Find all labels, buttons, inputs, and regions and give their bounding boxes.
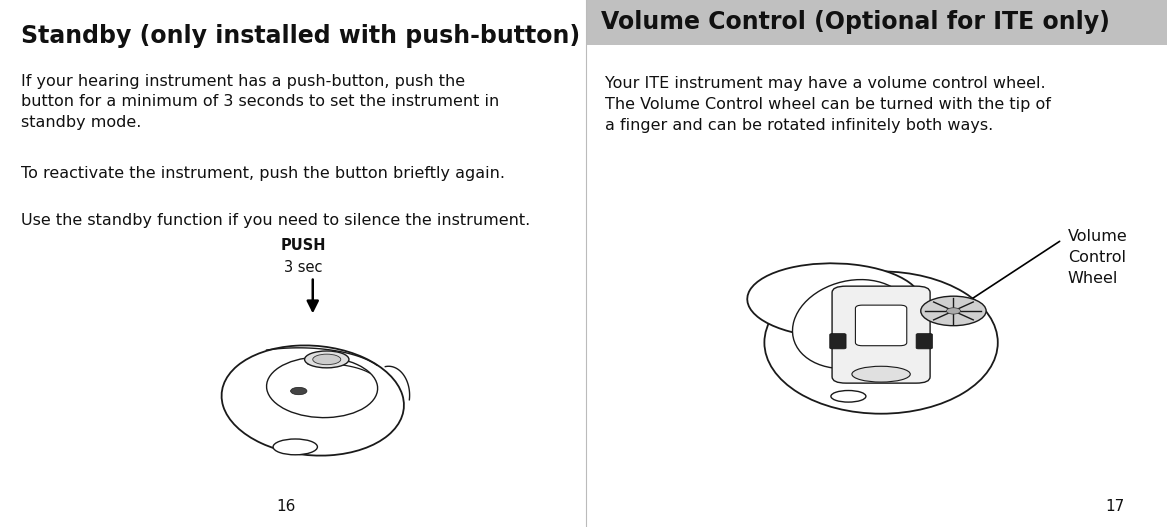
Circle shape	[921, 296, 986, 326]
Ellipse shape	[273, 439, 317, 455]
Text: Your ITE instrument may have a volume control wheel.
The Volume Control wheel ca: Your ITE instrument may have a volume co…	[605, 76, 1050, 133]
Ellipse shape	[313, 354, 341, 365]
Ellipse shape	[305, 351, 349, 368]
Text: 16: 16	[277, 499, 295, 514]
FancyBboxPatch shape	[832, 286, 930, 383]
Bar	[586, 0, 1167, 45]
Ellipse shape	[266, 357, 378, 417]
Text: 3 sec: 3 sec	[285, 260, 322, 275]
Text: PUSH: PUSH	[281, 238, 326, 253]
Text: Standby (only installed with push-button): Standby (only installed with push-button…	[21, 24, 580, 48]
Text: 17: 17	[1105, 499, 1124, 514]
FancyBboxPatch shape	[855, 305, 907, 346]
Text: To reactivate the instrument, push the button brieftly again.: To reactivate the instrument, push the b…	[21, 166, 505, 181]
Circle shape	[946, 308, 960, 314]
Text: If your hearing instrument has a push-button, push the
button for a minimum of 3: If your hearing instrument has a push-bu…	[21, 74, 499, 130]
Ellipse shape	[222, 345, 404, 456]
FancyBboxPatch shape	[830, 334, 846, 349]
Text: Volume
Control
Wheel: Volume Control Wheel	[1068, 229, 1127, 286]
Ellipse shape	[747, 264, 922, 337]
Ellipse shape	[792, 280, 911, 368]
Text: Volume Control (Optional for ITE only): Volume Control (Optional for ITE only)	[601, 10, 1110, 34]
Ellipse shape	[831, 391, 866, 402]
FancyBboxPatch shape	[916, 334, 932, 349]
Circle shape	[291, 387, 307, 395]
Text: Use the standby function if you need to silence the instrument.: Use the standby function if you need to …	[21, 213, 530, 228]
Ellipse shape	[852, 366, 910, 382]
Ellipse shape	[764, 271, 998, 414]
